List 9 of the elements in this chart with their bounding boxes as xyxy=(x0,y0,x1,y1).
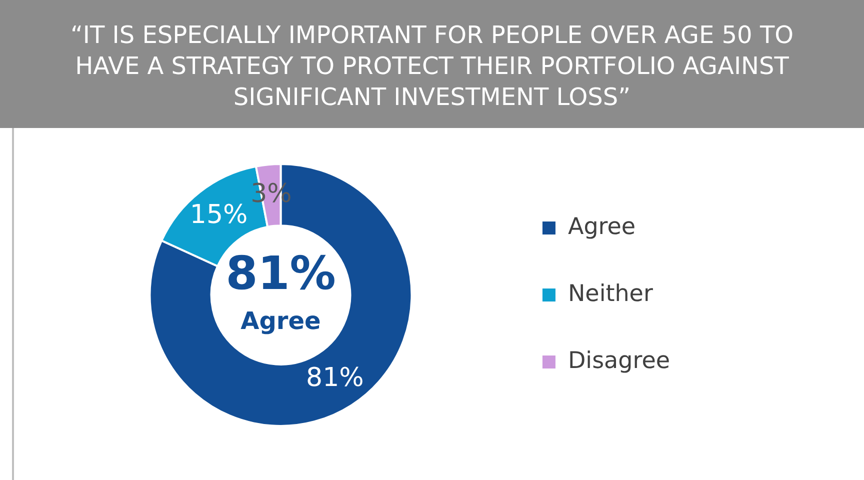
text: Agree xyxy=(240,307,321,336)
data-label: 81% xyxy=(306,363,364,394)
legend-label: Disagree xyxy=(568,348,670,374)
legend-label: Agree xyxy=(568,214,636,240)
legend-label: Neither xyxy=(568,280,654,307)
text: 81% xyxy=(226,246,336,300)
data-label: 15% xyxy=(190,200,248,230)
data-label: 3% xyxy=(250,178,292,209)
chart-title: “IT IS ESPECIALLY IMPORTANT FOR PEOPLE OVER AGE 50 TO HAVE A STRATEGY TO PROTECT THEIR PORTFOLIO AGAINST SIGNIFICANT INVESTMENT LOSS” xyxy=(0,0,864,128)
